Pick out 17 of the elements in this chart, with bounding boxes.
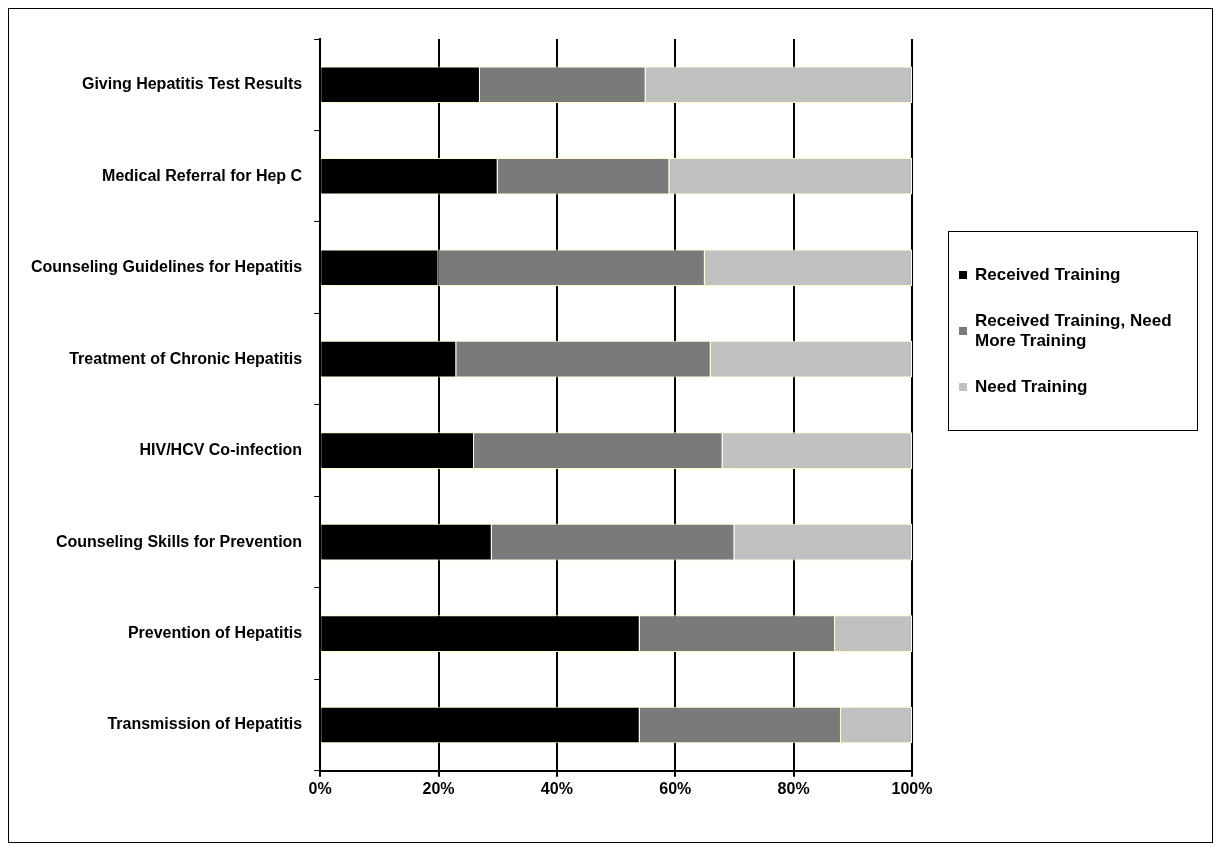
x-tick-label: 40% <box>540 779 573 797</box>
y-tick-label: HIV/HCV Co-infection <box>139 441 303 459</box>
y-tick-label: Medical Referral for Hep C <box>102 166 303 184</box>
x-tick-label: 60% <box>659 779 692 797</box>
x-tick-label: 20% <box>422 779 455 797</box>
y-tick-label: Treatment of Chronic Hepatitis <box>69 349 303 367</box>
y-tick-label: Giving Hepatitis Test Results <box>81 75 303 93</box>
y-tick-label: Counseling Guidelines for Hepatitis <box>31 258 303 276</box>
y-tick-label: Counseling Skills for Prevention <box>55 532 303 550</box>
x-tick-label: 100% <box>891 779 933 797</box>
y-tick-label: Transmission of Hepatitis <box>107 715 303 733</box>
y-tick-label: Prevention of Hepatitis <box>127 623 303 641</box>
legend-label: Received Training, Need More Training <box>975 311 1173 351</box>
x-tick-label: 0% <box>308 779 332 797</box>
legend-label: Need Training <box>975 377 1088 397</box>
legend-label: Received Training <box>975 265 1121 285</box>
x-tick-label: 80% <box>777 779 810 797</box>
